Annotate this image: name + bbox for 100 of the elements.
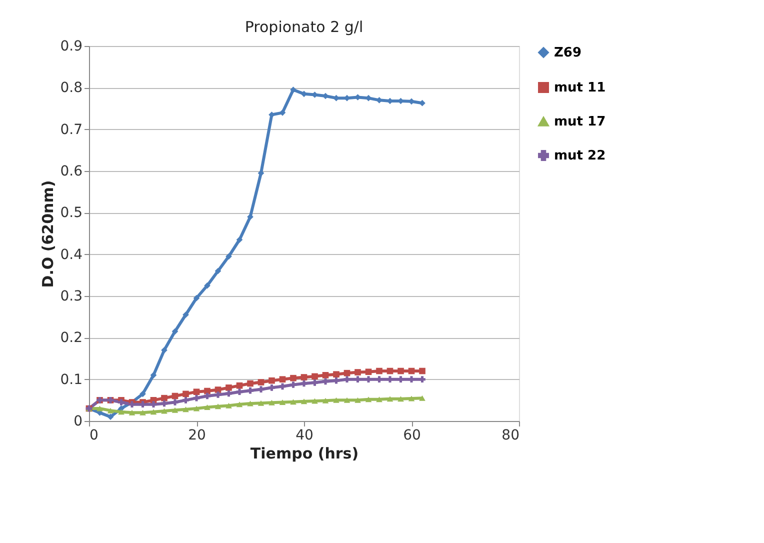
point — [376, 368, 382, 374]
point — [386, 396, 394, 402]
x-tick-label: 80 — [502, 428, 520, 444]
x-tick-label: 20 — [188, 428, 206, 444]
x-tick-label: 40 — [296, 428, 314, 444]
point — [150, 401, 157, 408]
point — [96, 406, 103, 412]
point — [172, 399, 178, 406]
y-tick-label: 0.7 — [60, 122, 82, 138]
x-tick-label: 0 — [90, 428, 98, 444]
y-tick-label: 0.9 — [60, 38, 82, 54]
y-tick-label: 0.1 — [60, 372, 82, 388]
point — [236, 402, 243, 408]
point — [236, 382, 243, 389]
point — [118, 409, 124, 415]
x-axis-title: Tiempo (hrs) — [250, 444, 359, 462]
point — [150, 409, 157, 415]
point — [247, 387, 254, 394]
point — [386, 368, 394, 374]
point — [344, 397, 350, 403]
point — [204, 392, 210, 400]
point — [408, 376, 415, 382]
point — [354, 397, 361, 403]
point — [344, 370, 350, 376]
point — [386, 376, 394, 382]
point — [419, 368, 426, 374]
point — [161, 394, 168, 402]
point — [161, 347, 168, 354]
point — [161, 408, 168, 414]
point — [365, 368, 372, 375]
point — [193, 394, 200, 402]
point — [290, 374, 296, 382]
x-tick-label: 60 — [403, 428, 421, 444]
point — [300, 380, 308, 387]
point — [107, 408, 114, 414]
point — [365, 376, 372, 382]
point — [182, 397, 189, 404]
point — [290, 86, 296, 93]
point — [204, 404, 210, 410]
point — [258, 379, 264, 386]
point — [172, 328, 178, 335]
point — [376, 396, 382, 402]
point — [279, 376, 286, 382]
y-axis-title: D.O (620nm) — [39, 180, 58, 288]
point — [226, 390, 232, 397]
point — [408, 396, 415, 402]
point — [226, 253, 232, 260]
legend-label: mut 17 — [554, 114, 606, 130]
point — [312, 380, 318, 386]
y-tick-label: 0.8 — [60, 80, 82, 96]
point — [333, 94, 340, 102]
point — [268, 400, 275, 406]
point — [150, 372, 157, 378]
point — [236, 236, 243, 243]
point — [226, 384, 232, 391]
point — [376, 376, 382, 382]
point — [140, 410, 146, 416]
point — [354, 376, 361, 382]
point — [107, 414, 114, 420]
point — [182, 406, 189, 412]
point — [182, 312, 189, 318]
point — [354, 369, 361, 376]
point — [322, 378, 329, 385]
legend-label: mut 11 — [554, 80, 606, 96]
point — [279, 400, 286, 405]
point — [268, 377, 275, 384]
point — [333, 371, 340, 378]
point — [236, 388, 243, 395]
point — [279, 383, 286, 390]
point — [300, 398, 308, 404]
point — [172, 392, 178, 400]
point — [333, 397, 340, 403]
point — [214, 268, 222, 274]
point — [214, 392, 222, 398]
point — [193, 294, 200, 302]
y-tick-label: 0.2 — [60, 330, 82, 346]
legend-label: mut 22 — [554, 148, 606, 164]
point — [128, 410, 136, 416]
point — [312, 398, 318, 404]
point — [268, 384, 275, 391]
point — [290, 382, 296, 388]
point — [258, 400, 264, 406]
point — [398, 376, 404, 382]
point — [279, 110, 286, 116]
point — [226, 402, 232, 408]
point — [408, 368, 415, 374]
point — [204, 282, 210, 289]
point — [193, 388, 200, 395]
point — [419, 100, 426, 106]
point — [419, 395, 426, 401]
point — [419, 376, 426, 382]
point — [300, 374, 308, 380]
y-tick-label: 0.3 — [60, 288, 82, 304]
y-tick-label: 0 — [74, 414, 82, 430]
point — [193, 406, 200, 412]
point — [398, 368, 404, 374]
point — [258, 386, 264, 392]
chart-title: Propionato 2 g/l — [244, 18, 364, 36]
point — [172, 407, 178, 413]
point — [333, 377, 340, 384]
